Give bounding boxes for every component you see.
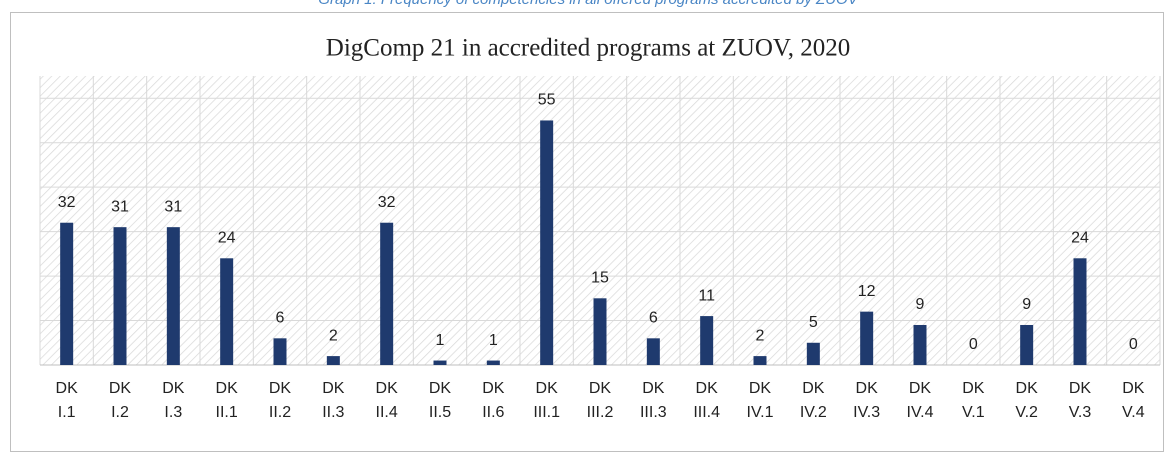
x-tick-label: DK III.2: [586, 380, 614, 421]
bar: [913, 324, 927, 365]
bar: [326, 356, 340, 365]
bar: [1073, 258, 1087, 365]
x-tick-label: DK IV.2: [799, 380, 827, 421]
data-label: 12: [858, 283, 876, 300]
x-tick-label: DK III.3: [639, 380, 667, 421]
bar: [1020, 324, 1034, 365]
x-tick-label: DK V.2: [1015, 380, 1038, 421]
data-label: 6: [649, 310, 658, 327]
x-tick-label: DK V.1: [962, 380, 985, 421]
data-label: 6: [276, 310, 285, 327]
data-label: 0: [1129, 336, 1138, 353]
x-tick-label: DK II.1: [215, 380, 238, 421]
x-tick-label: DK II.3: [322, 380, 345, 421]
x-tick-label: DK V.4: [1122, 380, 1145, 421]
data-label: 0: [969, 336, 978, 353]
data-label: 32: [378, 194, 396, 211]
bar: [806, 342, 820, 365]
data-label: 1: [489, 332, 498, 349]
bar: [593, 298, 607, 365]
x-tick-label: DK V.3: [1068, 380, 1092, 421]
x-tick-label: DK II.5: [428, 380, 452, 421]
bar: [273, 338, 287, 365]
caption: Graph 1: Frequency of competencies in al…: [0, 0, 1176, 8]
bar: [646, 338, 660, 365]
x-tick-label: DK II.6: [482, 380, 505, 421]
x-tick-label: DK III.4: [693, 380, 720, 421]
data-label: 32: [58, 194, 76, 211]
x-tick-label: DK I.2: [108, 380, 132, 421]
x-tick-label: DK III.1: [533, 380, 560, 421]
bar: [380, 222, 394, 365]
data-label: 9: [916, 296, 925, 313]
bar: [166, 227, 180, 365]
data-label: 2: [329, 327, 338, 344]
data-label: 2: [756, 327, 765, 344]
bar: [433, 360, 447, 365]
data-label: 9: [1022, 296, 1031, 313]
data-label: 55: [538, 92, 556, 109]
data-label: 24: [1071, 230, 1089, 247]
bar: [753, 356, 767, 365]
data-label: 31: [111, 198, 129, 215]
x-tick-label: DK I.1: [55, 380, 78, 421]
data-label: 11: [698, 287, 715, 304]
data-label: 31: [164, 198, 182, 215]
bar: [60, 222, 74, 365]
bar: [113, 227, 127, 365]
bar: [860, 311, 874, 365]
x-tick-label: DK IV.3: [853, 380, 881, 421]
bar: [486, 360, 500, 365]
data-label: 5: [809, 314, 818, 331]
data-label: 24: [218, 230, 236, 247]
x-tick-label: DK IV.4: [906, 380, 934, 421]
data-label: 15: [591, 270, 609, 287]
chart-title: DigComp 21 in accredited programs at ZUO…: [326, 35, 850, 62]
x-tick-label: DK II.2: [268, 380, 292, 421]
bar: [540, 120, 554, 365]
x-tick-label: DK I.3: [162, 380, 185, 421]
x-tick-label: DK II.4: [375, 380, 398, 421]
bar: [700, 316, 714, 365]
x-tick-label: DK IV.1: [746, 380, 774, 421]
bar: [220, 258, 234, 365]
data-label: 1: [436, 332, 445, 349]
